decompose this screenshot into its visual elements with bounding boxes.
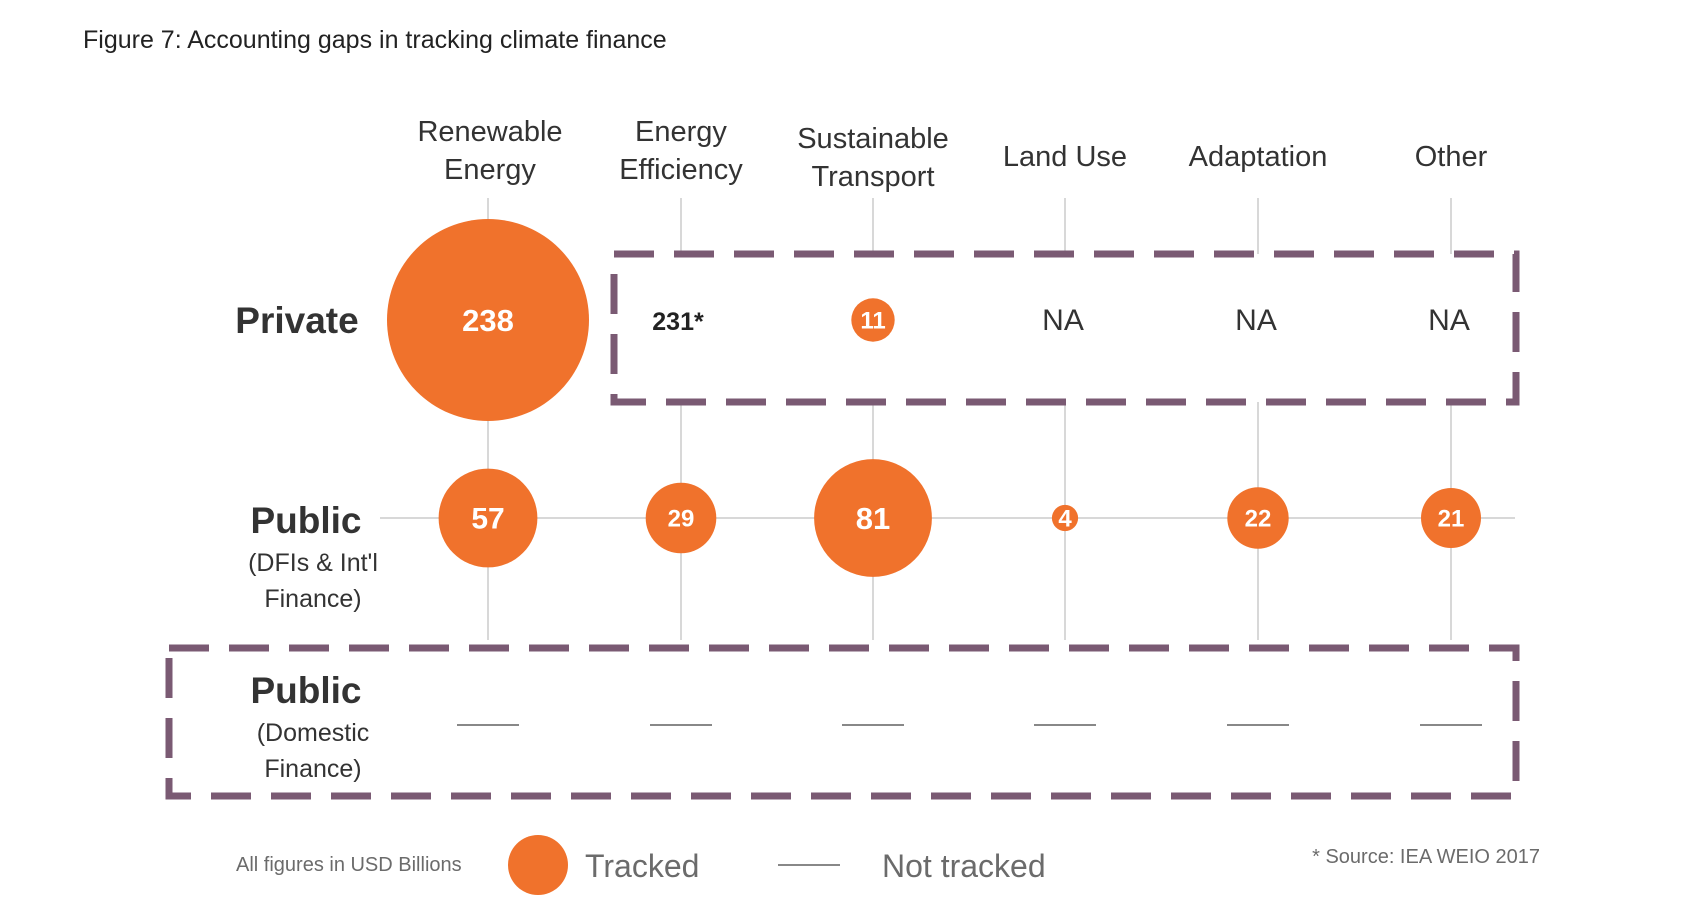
bubble-1-1 (645, 482, 717, 554)
column-label-2-1: Transport (811, 161, 934, 193)
legend-not-tracked-label: Not tracked (882, 848, 1046, 884)
column-label-3-0: Land Use (1003, 141, 1127, 173)
bubble-label-1-5: 21 (1438, 506, 1465, 533)
column-label-5-0: Other (1415, 141, 1488, 173)
value-label-0-4: NA (1235, 304, 1277, 337)
bubble-1-0 (438, 468, 538, 568)
column-label-0-0: Renewable (417, 116, 562, 148)
row-sublabel-1-0: (DFIs & Int'l (248, 549, 378, 577)
dashed-boxes (165, 250, 1520, 800)
bubble-0-0 (387, 219, 589, 421)
figure-title: Figure 7: Accounting gaps in tracking cl… (83, 26, 667, 54)
bubble-label-1-1: 29 (668, 506, 695, 533)
private-untracked-box (610, 250, 1520, 406)
bubble-label-1-0: 57 (471, 503, 504, 536)
bubble-0-2 (851, 298, 895, 342)
column-label-4-0: Adaptation (1189, 141, 1328, 173)
domestic-untracked-box (165, 644, 1520, 800)
row-sublabel-2-0: (Domestic (257, 719, 370, 747)
source-note: * Source: IEA WEIO 2017 (1312, 846, 1540, 868)
chart-labels: Renewable Energy Energy Efficiency Sustainab… (235, 116, 1487, 783)
chart-marks (387, 219, 1482, 726)
row-sublabel-1-1: Finance) (264, 585, 361, 613)
bubble-label-0-2: 11 (860, 308, 885, 335)
bubble-label-1-3: 4 (1058, 506, 1072, 533)
column-label-2-0: Sustainable (797, 123, 949, 155)
value-label-0-1: 231* (652, 308, 704, 336)
legend: All figures in USD Billions Tracked Not … (236, 835, 1540, 895)
bubble-label-1-4: 22 (1245, 506, 1272, 533)
bubble-1-5 (1421, 488, 1481, 548)
value-label-0-5: NA (1428, 304, 1470, 337)
row-sublabel-2-1: Finance) (264, 755, 361, 783)
column-label-0-1: Energy (444, 154, 536, 186)
row-label-0: Private (235, 300, 358, 341)
bubble-label-1-2: 81 (856, 501, 890, 536)
row-label-1: Public (250, 500, 361, 541)
row-label-2: Public (250, 670, 361, 711)
legend-tracked-label: Tracked (585, 848, 699, 884)
bubble-1-4 (1227, 487, 1289, 549)
column-label-1-0: Energy (635, 116, 727, 148)
column-label-1-1: Efficiency (619, 154, 743, 186)
legend-tracked-swatch (508, 835, 568, 895)
bubble-1-2 (814, 459, 932, 577)
bubble-1-3 (1051, 504, 1079, 532)
bubble-label-0-0: 238 (462, 303, 514, 338)
value-label-0-3: NA (1042, 304, 1084, 337)
units-note: All figures in USD Billions (236, 854, 462, 876)
